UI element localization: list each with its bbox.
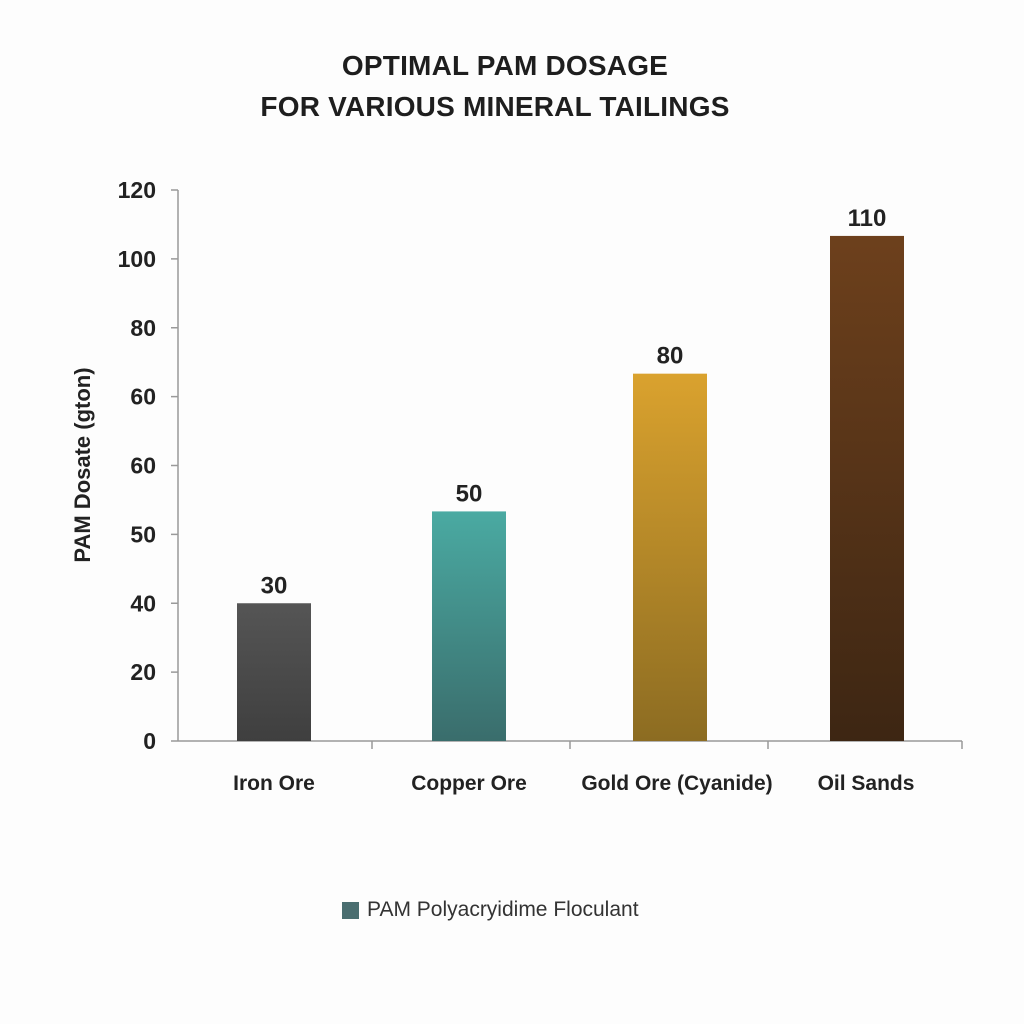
y-tick-label: 40 — [130, 590, 156, 616]
legend: PAM Polyacryidime Floculant — [342, 898, 639, 922]
y-tick-label: 50 — [130, 521, 156, 547]
x-tick-label: Oil Sands — [818, 772, 915, 795]
y-tick-label: 80 — [130, 315, 156, 341]
chart-title-line-2: FOR VARIOUS MINERAL TAILINGS — [260, 91, 730, 122]
legend-swatch — [342, 901, 359, 919]
chart-title-line-1: OPTIMAL PAM DOSAGE — [341, 50, 669, 81]
data-label: 110 — [848, 205, 887, 232]
bar-iron-ore — [237, 603, 311, 741]
x-tick-label: Gold Ore (Cyanide) — [581, 772, 772, 795]
bar-oil-sands — [830, 235, 904, 741]
data-label: 30 — [261, 572, 288, 599]
bar-gold-ore-cyanide- — [633, 373, 707, 741]
y-tick-label: 120 — [118, 177, 156, 203]
y-tick-label: 60 — [130, 384, 156, 410]
bar-copper-ore — [432, 511, 506, 741]
y-tick-label: 20 — [130, 659, 156, 685]
x-tick-label: Copper Ore — [411, 772, 527, 795]
y-tick-label: 60 — [130, 453, 156, 479]
data-label: 80 — [657, 343, 684, 370]
x-tick-label: Iron Ore — [233, 772, 315, 795]
y-tick-label: 0 — [143, 728, 156, 754]
y-tick-label: 100 — [118, 246, 156, 272]
y-axis-label: PAM Dosate (gton) — [70, 367, 95, 562]
data-label: 50 — [456, 480, 483, 507]
legend-label: PAM Polyacryidime Floculant — [367, 898, 639, 921]
